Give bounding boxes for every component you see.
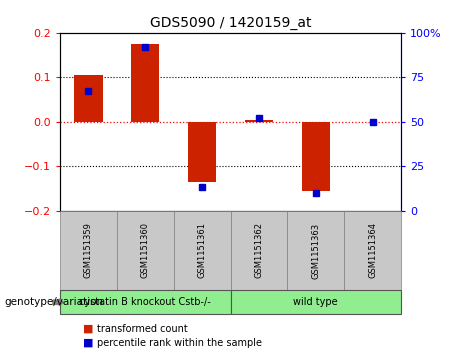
Text: transformed count: transformed count xyxy=(97,323,188,334)
Text: ■: ■ xyxy=(83,338,94,348)
Bar xyxy=(74,75,102,122)
Text: GSM1151360: GSM1151360 xyxy=(141,223,150,278)
Text: GSM1151363: GSM1151363 xyxy=(311,223,320,278)
Text: ■: ■ xyxy=(83,323,94,334)
Text: percentile rank within the sample: percentile rank within the sample xyxy=(97,338,262,348)
Text: GSM1151364: GSM1151364 xyxy=(368,223,377,278)
Bar xyxy=(245,120,273,122)
Title: GDS5090 / 1420159_at: GDS5090 / 1420159_at xyxy=(150,16,311,30)
Text: GSM1151362: GSM1151362 xyxy=(254,223,263,278)
Text: wild type: wild type xyxy=(294,297,338,307)
Text: cystatin B knockout Cstb-/-: cystatin B knockout Cstb-/- xyxy=(79,297,211,307)
Bar xyxy=(188,122,216,182)
Bar xyxy=(301,122,330,191)
Text: genotype/variation: genotype/variation xyxy=(5,297,104,307)
Text: GSM1151359: GSM1151359 xyxy=(84,223,93,278)
Bar xyxy=(131,44,160,122)
Text: GSM1151361: GSM1151361 xyxy=(198,223,207,278)
